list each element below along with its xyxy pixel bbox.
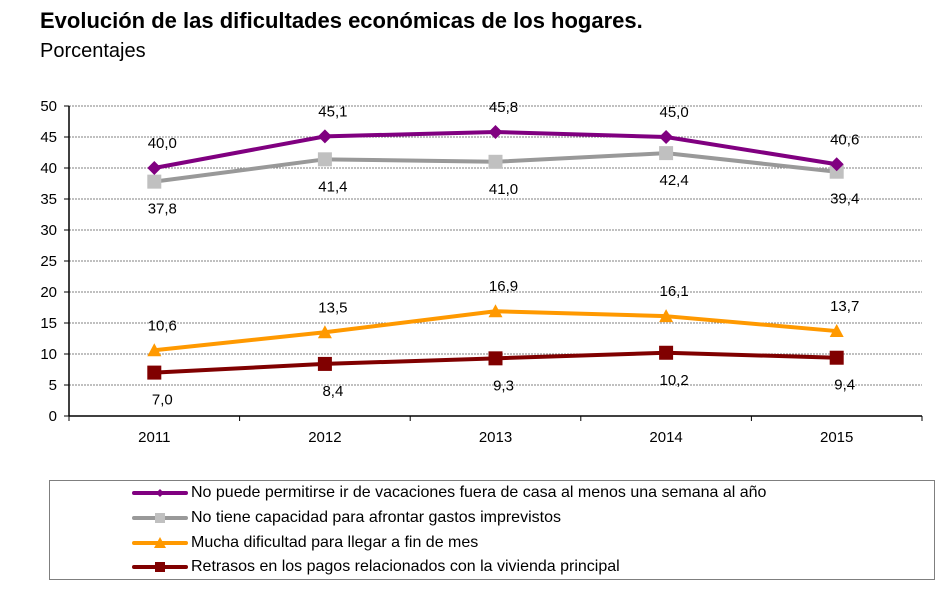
- chart-title: Evolución de las dificultades económicas…: [40, 8, 643, 33]
- axes: 0 5 10 15 20 25 30 35 40 45 50 2011 2012 2013 2014 2015: [40, 98, 923, 446]
- diamond-marker: [488, 125, 503, 140]
- y-tick-label: 25: [40, 253, 57, 270]
- y-tick-label: 35: [40, 191, 57, 208]
- data-label: 39,4: [830, 191, 859, 208]
- data-label: 13,7: [830, 298, 859, 315]
- x-tick-label: 2012: [308, 429, 341, 446]
- series-0: [147, 125, 844, 175]
- legend-item-vacaciones: No puede permitirse ir de vacaciones fue…: [130, 481, 766, 505]
- data-label: 45,0: [659, 104, 688, 121]
- legend-item-imprevistos: No tiene capacidad para afrontar gastos …: [130, 506, 561, 530]
- square-marker: [155, 513, 165, 523]
- data-label: 41,4: [318, 178, 347, 195]
- legend-item-fin-de-mes: Mucha dificultad para llegar a fin de me…: [130, 531, 478, 555]
- y-tick-label: 30: [40, 222, 57, 239]
- series-lines: [147, 125, 844, 380]
- legend-label: No puede permitirse ir de vacaciones fue…: [191, 484, 767, 501]
- data-label: 16,9: [489, 278, 518, 295]
- data-label: 45,8: [489, 99, 518, 116]
- triangle-marker: [488, 304, 503, 318]
- diamond-marker: [147, 161, 162, 175]
- y-tick-label: 20: [40, 284, 57, 301]
- triangle-marker: [154, 537, 166, 548]
- square-marker: [829, 350, 844, 365]
- data-label: 9,4: [834, 377, 855, 394]
- y-tick-label: 40: [40, 160, 57, 177]
- y-tick-label: 45: [40, 129, 57, 146]
- legend-label: No tiene capacidad para afrontar gastos …: [191, 509, 561, 526]
- square-marker: [488, 154, 503, 169]
- data-label: 40,0: [148, 135, 177, 152]
- y-tick-label: 50: [40, 98, 57, 115]
- triangle-marker: [147, 343, 162, 357]
- square-marker: [659, 345, 674, 360]
- series-1: [147, 146, 844, 189]
- square-marker: [317, 356, 332, 371]
- data-label: 42,4: [659, 172, 688, 189]
- legend-diamond-marker-icon: [132, 489, 188, 497]
- data-label: 40,6: [830, 131, 859, 148]
- data-label: 7,0: [152, 392, 173, 409]
- data-label: 45,1: [318, 103, 347, 120]
- square-marker: [147, 365, 162, 380]
- x-tick-label: 2013: [479, 429, 512, 446]
- diamond-marker: [156, 489, 164, 497]
- chart-subtitle: Porcentajes: [40, 40, 146, 62]
- data-label: 16,1: [659, 283, 688, 300]
- data-label: 10,2: [659, 372, 688, 389]
- legend-label: Retrasos en los pagos relacionados con l…: [191, 558, 620, 575]
- y-tick-label: 5: [49, 377, 57, 394]
- data-label: 8,4: [322, 383, 343, 400]
- diamond-marker: [829, 157, 844, 172]
- data-label: 37,8: [148, 201, 177, 218]
- legend: No puede permitirse ir de vacaciones fue…: [49, 480, 935, 580]
- legend-square-marker-icon: [132, 513, 188, 523]
- y-tick-label: 10: [40, 346, 57, 363]
- legend-square-marker-icon: [132, 562, 188, 572]
- y-tick-label: 15: [40, 315, 57, 332]
- triangle-marker: [317, 325, 332, 339]
- y-tick-label: 0: [49, 408, 57, 425]
- square-marker: [659, 146, 674, 161]
- legend-triangle-marker-icon: [132, 537, 188, 548]
- series-2: [147, 304, 844, 357]
- data-labels: 40,0 45,1 45,8 45,0 40,6 37,8 41,4 41,0 42,4 39,4…: [148, 99, 860, 409]
- diamond-marker: [317, 129, 332, 144]
- line-chart: 0 5 10 15 20 25 30 35 40 45 50 2011 2012 2013 2014 2015…: [40, 98, 923, 446]
- legend-item-vivienda: Retrasos en los pagos relacionados con l…: [130, 555, 620, 579]
- square-marker: [488, 351, 503, 366]
- triangle-marker: [659, 309, 674, 323]
- legend-label: Mucha dificultad para llegar a fin de me…: [191, 534, 479, 551]
- data-label: 9,3: [493, 377, 514, 394]
- data-label: 13,5: [318, 299, 347, 316]
- x-tick-label: 2015: [820, 429, 853, 446]
- gridlines: [69, 105, 922, 386]
- x-tick-label: 2011: [138, 429, 170, 446]
- triangle-marker: [829, 324, 844, 338]
- square-marker: [155, 562, 165, 572]
- square-marker: [147, 174, 162, 189]
- data-label: 41,0: [489, 181, 518, 198]
- diamond-marker: [659, 130, 674, 144]
- data-label: 10,6: [148, 317, 177, 334]
- series-3: [147, 345, 844, 380]
- square-marker: [829, 164, 844, 179]
- square-marker: [317, 152, 332, 167]
- x-tick-label: 2014: [649, 429, 682, 446]
